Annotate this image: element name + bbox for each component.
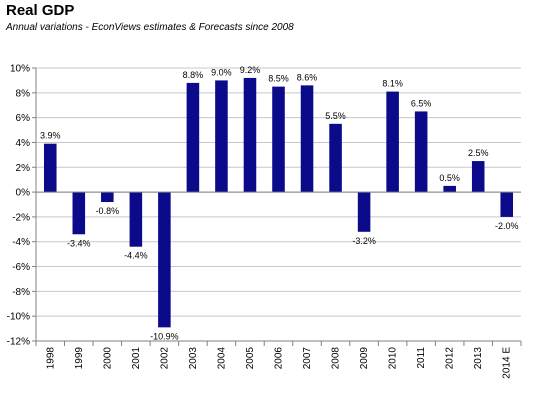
x-tick-label: 2001 <box>131 347 142 370</box>
bar <box>329 123 342 193</box>
bar <box>357 192 371 232</box>
x-tick-label: 2006 <box>274 347 285 370</box>
y-tick-label: 8% <box>16 88 31 99</box>
bar <box>414 111 428 193</box>
x-tick-label: 2000 <box>102 347 113 370</box>
bar <box>272 86 285 193</box>
y-tick-label: -12% <box>7 337 30 348</box>
y-tick-label: 10% <box>10 64 30 75</box>
chart-title: Real GDP <box>6 2 75 19</box>
y-tick-label: 0% <box>16 188 31 199</box>
x-tick-label: 2014 E <box>502 347 513 379</box>
x-tick-label: 2012 <box>445 347 456 370</box>
bar <box>500 192 514 217</box>
x-tick-label: 2004 <box>216 347 227 370</box>
data-label: -3.2% <box>352 236 376 246</box>
bar <box>186 82 200 193</box>
y-tick-label: 6% <box>16 113 31 124</box>
bar <box>300 85 314 193</box>
data-label: 5.5% <box>325 111 346 121</box>
data-label: 0.5% <box>439 173 460 183</box>
bar <box>215 80 228 193</box>
data-label: 2.5% <box>468 148 489 158</box>
bar <box>101 192 114 203</box>
bar <box>386 91 399 193</box>
x-tick-label: 2010 <box>388 347 399 370</box>
bar <box>72 192 86 235</box>
data-label: 9.2% <box>240 65 261 75</box>
data-label: 9.0% <box>211 67 232 77</box>
x-tick-label: 2007 <box>302 347 313 370</box>
data-label: 8.5% <box>268 74 289 84</box>
chart-subtitle: Annual variations - EconViews estimates … <box>6 22 294 33</box>
y-tick-label: 2% <box>16 163 31 174</box>
x-tick-label: 1998 <box>45 347 56 370</box>
data-label: -0.8% <box>96 206 120 216</box>
data-label: -10.9% <box>150 331 179 341</box>
x-tick-label: 1999 <box>74 347 85 370</box>
bar <box>158 192 171 328</box>
x-tick-label: 2013 <box>473 347 484 370</box>
data-label: 8.6% <box>297 72 318 82</box>
y-tick-label: 4% <box>16 138 31 149</box>
data-label: -2.0% <box>495 221 519 231</box>
x-tick-label: 2005 <box>245 347 256 370</box>
bar <box>43 143 57 193</box>
data-label: 3.9% <box>40 131 61 141</box>
x-tick-label: 2002 <box>159 347 170 370</box>
data-label: 8.8% <box>183 70 204 80</box>
x-tick-label: 2011 <box>416 347 427 369</box>
data-label: 6.5% <box>411 98 432 108</box>
data-label: 8.1% <box>382 79 403 89</box>
y-tick-label: -4% <box>12 237 30 248</box>
x-tick-label: 2009 <box>359 347 370 370</box>
y-tick-label: -8% <box>12 287 30 298</box>
data-label: -3.4% <box>67 238 91 248</box>
y-tick-label: -2% <box>12 212 30 223</box>
bar <box>129 192 143 247</box>
bar <box>443 185 456 193</box>
bar <box>243 77 257 193</box>
x-tick-label: 2003 <box>188 347 199 370</box>
data-label: -4.4% <box>124 251 148 261</box>
bar <box>471 161 485 193</box>
y-tick-label: -6% <box>12 262 30 273</box>
x-tick-label: 2008 <box>331 347 342 370</box>
y-tick-label: -10% <box>7 312 30 323</box>
